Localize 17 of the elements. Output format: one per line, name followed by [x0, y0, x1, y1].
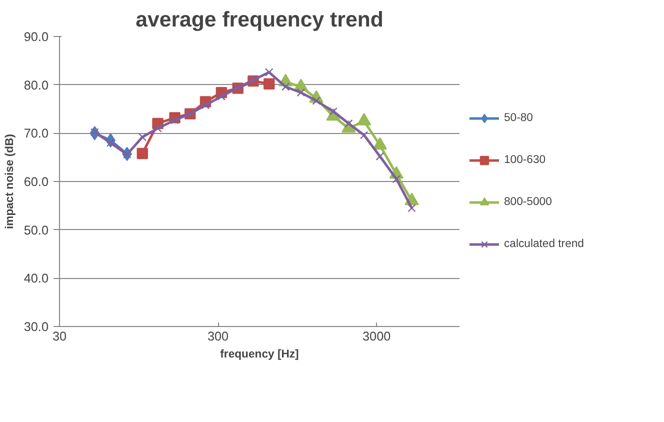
x-tick-label: 30 — [52, 330, 67, 344]
y-tick-label: 50.0 — [24, 223, 49, 238]
x-tick-label: 300 — [207, 330, 229, 344]
y-tick-label: 30.0 — [24, 320, 49, 334]
x-axis-title: frequency [Hz] — [220, 348, 300, 360]
y-axis-title: impact noise (dB) — [4, 134, 16, 230]
y-tick-label: 80.0 — [24, 78, 49, 92]
legend-label: calculated trend — [504, 238, 584, 250]
legend-label: 800-5000 — [504, 196, 552, 208]
legend-label: 100-630 — [504, 154, 546, 166]
y-tick-label: 90.0 — [24, 30, 49, 44]
chart-title: average frequency trend — [136, 8, 384, 32]
legend-label: 50-80 — [504, 112, 533, 124]
y-tick-label: 60.0 — [24, 175, 49, 189]
x-tick-label: 3000 — [362, 330, 391, 344]
y-tick-label: 40.0 — [24, 272, 49, 286]
y-tick-label: 70.0 — [24, 126, 49, 141]
